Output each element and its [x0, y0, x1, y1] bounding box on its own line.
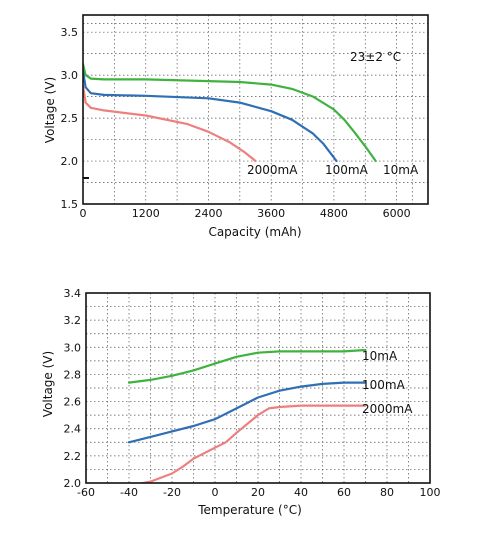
temperature-x-tick-label: 100 — [420, 486, 441, 499]
temperature-chart: -60 -40 -20 0 20 40 60 80 100 2.0 2.2 2.4 2.6 2.8 3.0… — [41, 287, 441, 517]
temperature-x-tick-label: -60 — [77, 486, 95, 499]
discharge-series — [83, 62, 377, 163]
discharge-x-tick-label: 6000 — [383, 207, 411, 220]
discharge-y-tick-label: 2.0 — [61, 155, 79, 168]
temperature-y-tick-label: 2.6 — [64, 396, 82, 409]
discharge-x-ticks: 0 1200 2400 3600 4800 6000 — [80, 207, 411, 220]
discharge-x-tick-label: 1200 — [132, 207, 160, 220]
discharge-y-ticks: 1.5 2.0 2.5 3.0 3.5 — [61, 26, 79, 211]
temperature-x-axis-label: Temperature (°C) — [197, 503, 302, 517]
discharge-temperature-annotation: 23±2 °C — [350, 50, 401, 64]
discharge-x-tick-label: 3600 — [257, 207, 285, 220]
temperature-y-tick-label: 3.0 — [64, 341, 82, 354]
discharge-x-tick-label: 0 — [80, 207, 87, 220]
discharge-chart: 0 1200 2400 3600 4800 6000 1.5 2.0 2.5 3.0 3.5 23… — [43, 14, 429, 239]
discharge-x-tick-label: 2400 — [194, 207, 222, 220]
temperature-x-tick-label: 0 — [212, 486, 219, 499]
temperature-y-tick-label: 3.2 — [64, 314, 82, 327]
temperature-x-tick-label: 60 — [337, 486, 351, 499]
discharge-label-2000mA: 2000mA — [247, 163, 298, 177]
discharge-y-tick-label: 1.5 — [61, 198, 79, 211]
temperature-x-tick-label: -20 — [163, 486, 181, 499]
temperature-series — [127, 348, 367, 483]
temperature-series-100mA — [127, 381, 367, 444]
temperature-label-100mA: 100mA — [362, 378, 406, 392]
temperature-y-ticks: 2.0 2.2 2.4 2.6 2.8 3.0 3.2 3.4 — [64, 287, 82, 490]
discharge-x-tick-label: 4800 — [320, 207, 348, 220]
temperature-y-tick-label: 2.2 — [64, 450, 82, 463]
discharge-series-2000mA — [83, 84, 257, 163]
temperature-label-10mA: 10mA — [362, 349, 398, 363]
discharge-series-100mA — [83, 69, 338, 163]
temperature-y-tick-label: 2.4 — [64, 423, 82, 436]
temperature-x-tick-label: 80 — [380, 486, 394, 499]
temperature-x-ticks: -60 -40 -20 0 20 40 60 80 100 — [77, 486, 440, 499]
discharge-y-axis-label: Voltage (V) — [43, 77, 57, 143]
discharge-x-axis-label: Capacity (mAh) — [208, 225, 301, 239]
temperature-series-2000mA — [137, 404, 367, 483]
discharge-plot-frame — [82, 14, 429, 205]
discharge-y-tick-label: 3.0 — [61, 69, 79, 82]
temperature-x-tick-label: 20 — [251, 486, 265, 499]
discharge-label-100mA: 100mA — [325, 163, 369, 177]
discharge-series-10mA — [83, 62, 377, 163]
temperature-label-2000mA: 2000mA — [362, 402, 413, 416]
temperature-plot-frame — [85, 292, 431, 484]
temperature-series-10mA — [127, 348, 367, 384]
temperature-x-tick-label: -40 — [120, 486, 138, 499]
discharge-y-tick-label: 3.5 — [61, 26, 79, 39]
discharge-y-tick-label: 2.5 — [61, 112, 79, 125]
temperature-y-tick-label: 2.0 — [64, 477, 82, 490]
temperature-y-tick-label: 3.4 — [64, 287, 82, 300]
discharge-label-10mA: 10mA — [383, 163, 419, 177]
temperature-y-tick-label: 2.8 — [64, 368, 82, 381]
temperature-x-tick-label: 40 — [294, 486, 308, 499]
temperature-y-axis-label: Voltage (V) — [41, 351, 55, 417]
